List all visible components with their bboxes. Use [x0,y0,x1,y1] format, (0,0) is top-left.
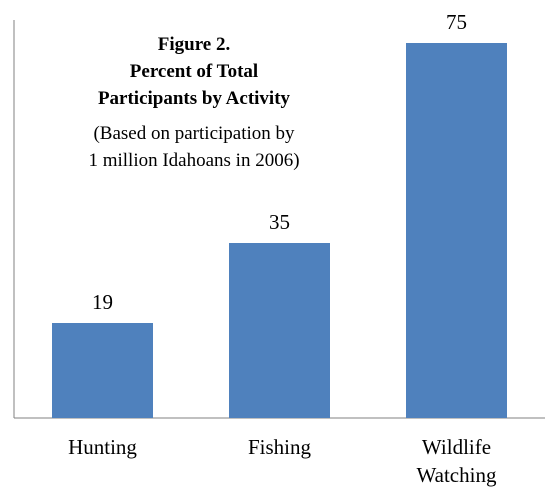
chart-subtitle-line-2: 1 million Idahoans in 2006) [88,150,299,171]
category-labels-group: Hunting Fishing Wildlife Watching [68,435,497,487]
category-label-2-0: Wildlife [422,435,491,459]
bar-0 [52,323,153,418]
chart-title-line-3: Participants by Activity [98,88,291,109]
bar-1 [229,243,330,418]
data-label-1: 35 [269,210,290,234]
chart-title: Figure 2. Percent of Total Participants … [98,34,291,109]
chart-title-line-1: Figure 2. [158,34,230,55]
chart-subtitle: (Based on participation by 1 million Ida… [88,123,299,171]
bar-2 [406,43,507,418]
data-label-2: 75 [446,10,467,34]
category-label-1-0: Fishing [248,435,312,459]
data-label-0: 19 [92,290,113,314]
category-label-0-0: Hunting [68,435,137,459]
bars-group [52,43,507,418]
chart-title-line-2: Percent of Total [130,61,258,82]
category-label-2-1: Watching [417,463,497,487]
data-labels-group: 19 35 75 [92,10,467,314]
chart-subtitle-line-1: (Based on participation by [93,123,295,144]
